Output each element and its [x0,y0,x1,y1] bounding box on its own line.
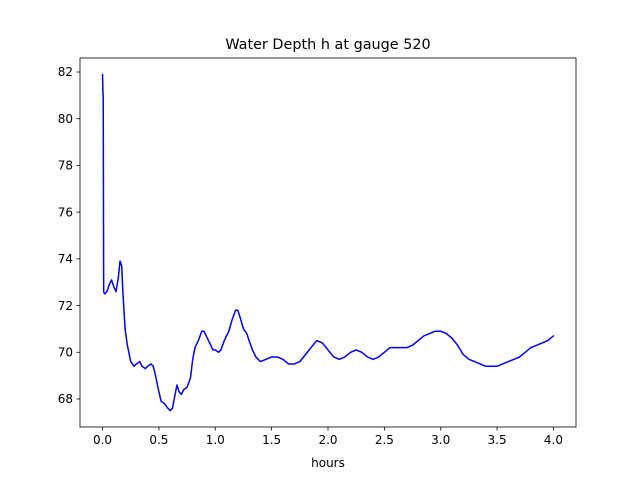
x-tick-label: 0.0 [93,433,112,447]
x-tick-label: 2.5 [375,433,394,447]
chart-title: Water Depth h at gauge 520 [225,37,430,53]
x-axis-ticks: 0.0 0.5 1.0 1.5 2.0 2.5 3.0 3.5 4.0 [93,427,563,447]
x-tick-label: 2.0 [318,433,337,447]
plot-area [80,58,576,427]
x-tick-label: 1.0 [206,433,225,447]
y-tick-label: 68 [58,392,73,406]
y-tick-label: 82 [58,65,73,79]
y-tick-label: 76 [58,205,73,219]
x-tick-label: 3.0 [431,433,450,447]
series-line [101,73,555,412]
plot-frame [79,57,577,428]
y-tick-label: 78 [58,159,73,173]
x-tick-label: 1.5 [262,433,281,447]
y-tick-label: 72 [58,299,73,313]
y-tick-label: 80 [58,112,73,126]
x-tick-label: 4.0 [544,433,563,447]
y-axis-ticks: 68 70 72 74 76 78 80 82 [58,65,80,406]
x-tick-label: 0.5 [149,433,168,447]
y-tick-label: 70 [58,345,73,359]
x-axis-label: hours [311,456,345,470]
y-tick-label: 74 [58,252,73,266]
x-tick-label: 3.5 [488,433,507,447]
